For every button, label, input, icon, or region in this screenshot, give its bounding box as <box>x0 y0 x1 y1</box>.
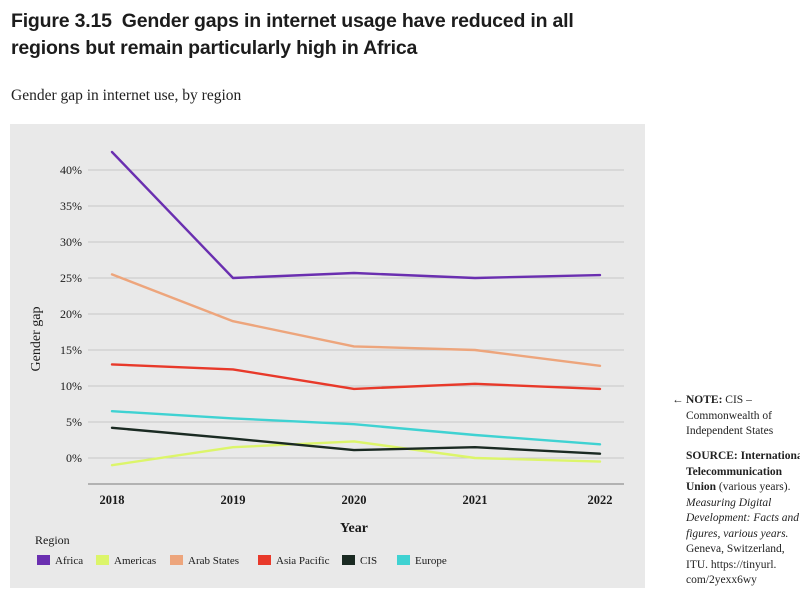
x-tick-label: 2021 <box>463 493 488 507</box>
note-text: CIS – Commonwealth of Independent States <box>686 394 774 437</box>
x-tick-label: 2018 <box>100 493 125 507</box>
y-axis-label: Gender gap <box>29 307 44 372</box>
y-tick-label: 25% <box>60 271 82 285</box>
source-label: SOURCE: International Telecommunication … <box>686 450 800 493</box>
arrow-left-icon: ← <box>672 394 684 406</box>
legend-swatch-asia-pacific <box>258 555 271 565</box>
legend-swatch-americas <box>96 555 109 565</box>
y-tick-label: 40% <box>60 163 82 177</box>
note: ← NOTE: CIS – Commonwealth of Independen… <box>672 393 800 440</box>
y-tick-label: 5% <box>66 415 82 429</box>
series-line-africa <box>110 150 602 280</box>
series-line-asia-pacific <box>110 363 602 391</box>
x-tick-labels: 2018 2019 2020 2021 2022 <box>100 493 613 507</box>
series-line-cis <box>110 426 602 455</box>
x-axis-label: Year <box>340 521 368 536</box>
x-tick-label: 2019 <box>221 493 246 507</box>
y-tick-label: 35% <box>60 199 82 213</box>
x-tick-label: 2022 <box>588 493 613 507</box>
figure-title: Figure 3.15 Gender gaps in internet usage… <box>11 8 631 62</box>
legend-title: Region <box>35 533 70 547</box>
legend-label-europe: Europe <box>415 555 447 567</box>
line-chart: 0%5%10%15%20%25%30%35%40% 2018 2019 2020 20… <box>29 150 624 567</box>
y-tick-label: 15% <box>60 343 82 357</box>
figure-number: Figure 3.15 <box>11 10 112 32</box>
series-line-americas <box>110 440 602 467</box>
source-citation: SOURCE: International Telecommunication … <box>686 449 800 589</box>
source-title: Measuring Digital Development: Facts and… <box>686 496 800 540</box>
legend-swatch-arab-states <box>170 555 183 565</box>
legend-label-asia-pacific: Asia Pacific <box>276 555 330 567</box>
legend-swatch-cis <box>342 555 355 565</box>
legend-label-africa: Africa <box>55 555 83 567</box>
source-text-1: (various years). <box>718 481 791 493</box>
figure-title-text: Gender gaps in internet usage have reduc… <box>11 10 574 59</box>
legend-label-americas: Americas <box>114 555 156 567</box>
chart-subtitle: Gender gap in internet use, by region <box>11 87 242 104</box>
legend: Africa Americas Arab States Asia Pacific CIS… <box>37 555 447 567</box>
chart-panel: 0% 5% 10% 15% 20% 25% 30% 35% 40% 2018 2019 2020 20… <box>10 124 645 588</box>
y-tick-labels: 0% 5% 10% 15% 20% 25% 30% 35% 40% <box>60 163 82 465</box>
legend-label-cis: CIS <box>360 555 377 567</box>
legend-label-arab-states: Arab States <box>188 555 239 567</box>
series-line-europe <box>110 410 602 446</box>
legend-swatch-africa <box>37 555 50 565</box>
x-tick-label: 2020 <box>342 493 367 507</box>
y-tick-label: 10% <box>60 379 82 393</box>
note-label: NOTE: <box>686 394 723 406</box>
y-tick-label: 20% <box>60 307 82 321</box>
y-tick-label: 30% <box>60 235 82 249</box>
series-line-arab-states <box>110 273 602 368</box>
series-lines <box>110 150 602 467</box>
grid-lines <box>88 169 624 485</box>
y-tick-label: 0% <box>66 451 82 465</box>
legend-swatch-europe <box>397 555 410 565</box>
source-text-2: Geneva, Switzerland, ITU. https://tinyur… <box>686 543 785 586</box>
